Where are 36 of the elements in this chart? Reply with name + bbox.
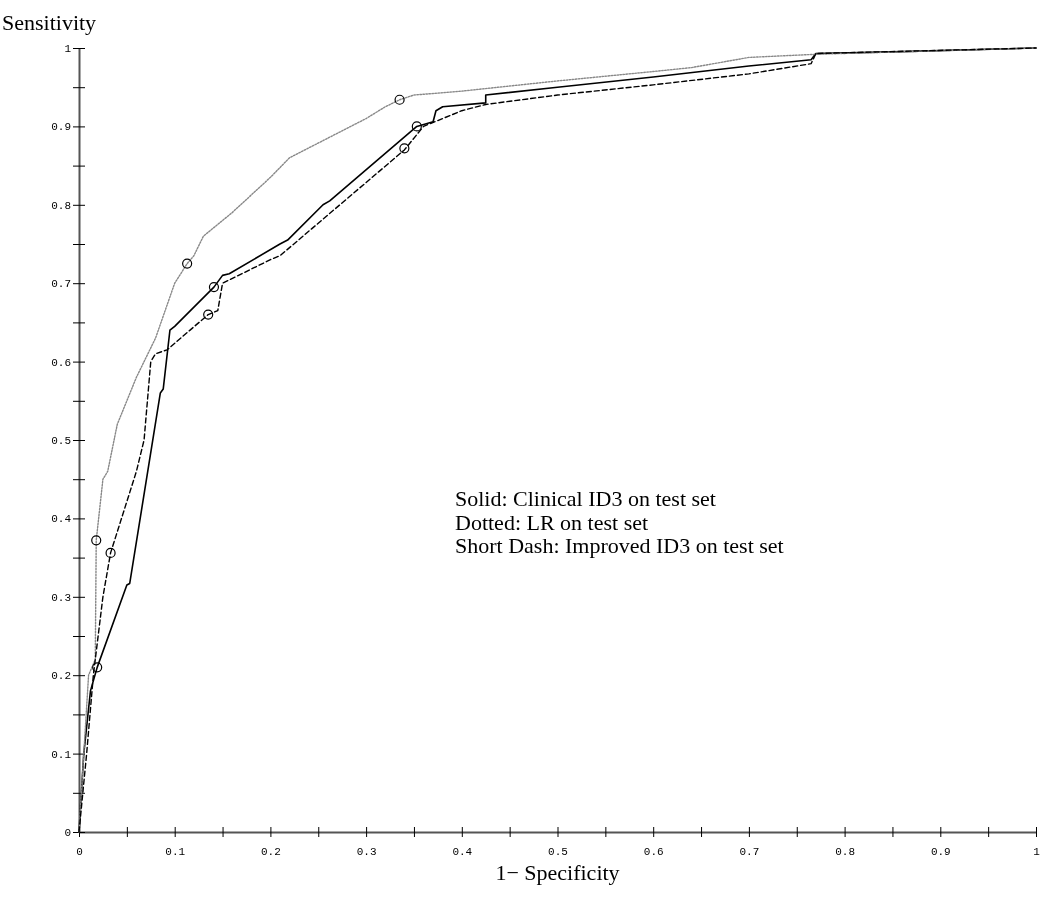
annotation: Dotted: LR on test set xyxy=(455,509,649,535)
y-tick-label: 0.5 xyxy=(51,435,71,448)
x-tick-label: 0.6 xyxy=(643,846,664,859)
y-tick-label: 0.7 xyxy=(51,278,71,291)
y-tick-label: 0.9 xyxy=(51,121,71,134)
x-tick-label: 0.8 xyxy=(835,846,856,859)
y-tick-label: 0.6 xyxy=(51,356,71,369)
y-tick-label: 0 xyxy=(64,827,71,840)
x-tick-label: 0.9 xyxy=(930,846,951,859)
x-tick-label: 0 xyxy=(76,846,83,859)
x-tick-label: 0.4 xyxy=(452,846,473,859)
point xyxy=(394,94,405,105)
x-tick-label: 0.1 xyxy=(165,846,186,859)
y-tick-label: 0.2 xyxy=(51,670,71,683)
x-axis-title: 1− Specificity xyxy=(495,860,620,885)
y-tick-label: 0.1 xyxy=(51,748,72,761)
x-tick-label: 0.2 xyxy=(260,846,281,859)
annotation: Short Dash: Improved ID3 on test set xyxy=(455,533,784,558)
y-axis-title: Sensitivity xyxy=(2,10,97,35)
point xyxy=(203,309,214,320)
annotation: Solid: Clinical ID3 on test set xyxy=(455,486,716,511)
x-tick-label: 0.3 xyxy=(356,846,377,859)
point xyxy=(105,547,116,558)
point xyxy=(399,143,410,154)
x-tick-label: 0.5 xyxy=(548,846,568,859)
x-tick-label: 0.7 xyxy=(739,846,760,859)
point xyxy=(91,535,102,546)
point xyxy=(182,258,193,269)
point xyxy=(92,662,103,673)
point xyxy=(411,121,422,132)
y-tick-label: 0.8 xyxy=(51,199,71,212)
y-tick-label: 0.3 xyxy=(51,591,71,604)
x-tick-label: 1 xyxy=(1033,846,1041,859)
point xyxy=(208,282,220,293)
y-tick-label: 1 xyxy=(64,43,72,56)
y-tick-label: 0.4 xyxy=(51,513,72,526)
